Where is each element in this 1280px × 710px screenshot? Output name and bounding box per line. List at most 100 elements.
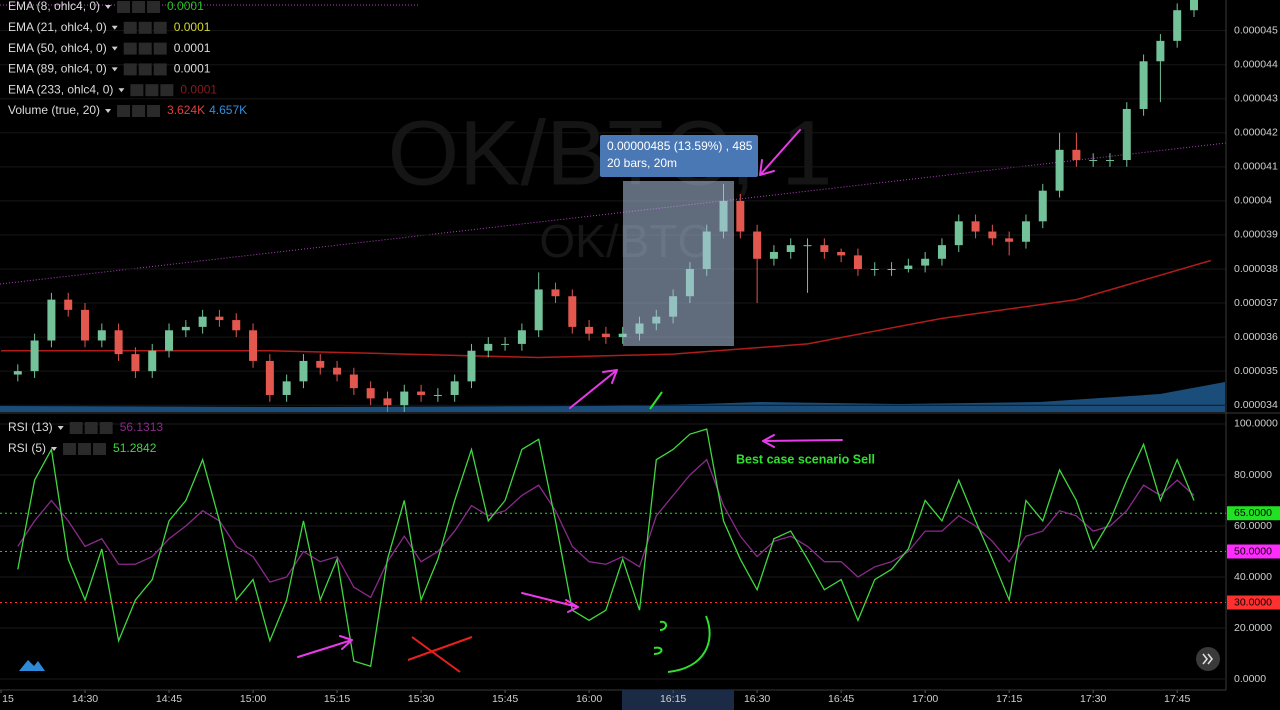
y-tick-label: 0.000043	[1234, 93, 1278, 105]
y-tick-label: 0.000042	[1234, 127, 1278, 139]
candle-body	[114, 330, 123, 355]
legend-button[interactable]	[69, 422, 83, 434]
legend-button[interactable]	[132, 105, 146, 117]
level-label: 50.0000	[1234, 545, 1272, 557]
legend-label: EMA (89, ohlc4, 0)	[8, 62, 107, 76]
legend-button[interactable]	[130, 84, 144, 97]
legend-button[interactable]	[160, 84, 174, 97]
legend-value: 4.657K	[209, 103, 247, 117]
legend-value: 0.0001	[174, 62, 211, 76]
candle-body	[148, 350, 157, 372]
legend-button[interactable]	[145, 84, 159, 97]
arrow	[569, 369, 618, 409]
legend-button[interactable]	[99, 422, 113, 434]
level-box	[1227, 506, 1280, 521]
legend-button[interactable]	[153, 42, 167, 55]
level-label: 65.0000	[1234, 507, 1272, 519]
candle-body	[1038, 190, 1047, 222]
candle-body	[232, 320, 241, 331]
volume-area	[0, 382, 1225, 412]
candle-body	[450, 381, 459, 395]
arrow	[759, 129, 801, 176]
candle-body	[383, 398, 392, 406]
x-tick-label: 17:30	[1080, 693, 1106, 705]
legend-caret	[51, 447, 58, 451]
candle-body	[198, 316, 207, 327]
candle-body	[265, 360, 274, 395]
x-tick-label: 15:45	[492, 693, 518, 705]
legend-button[interactable]	[147, 105, 161, 117]
legend-button[interactable]	[138, 42, 152, 55]
candle-body	[1005, 238, 1014, 242]
candle-body	[1021, 221, 1030, 242]
candle-body	[803, 245, 812, 247]
legend-caret	[111, 46, 118, 51]
legend-button[interactable]	[132, 1, 146, 13]
candle-body	[921, 258, 930, 266]
legend-caret	[105, 109, 112, 113]
arrow	[762, 434, 843, 448]
candle-body	[870, 268, 879, 270]
legend-caret	[105, 5, 112, 9]
candle-body	[400, 391, 409, 406]
candle-body	[316, 360, 325, 368]
legend-button[interactable]	[138, 21, 152, 34]
x-tick-label: 15:00	[240, 693, 266, 705]
candle-body	[366, 388, 375, 399]
candle-body	[131, 354, 140, 372]
candle-body	[904, 265, 913, 269]
x-tick-label: 16:15	[660, 693, 686, 705]
hand-mark	[649, 391, 663, 410]
candle-body	[97, 330, 106, 341]
candle-body	[988, 231, 997, 239]
legend-button[interactable]	[123, 63, 137, 76]
legend-button[interactable]	[123, 21, 137, 34]
legend-label: RSI (5)	[8, 441, 46, 455]
legend-value: 0.0001	[180, 82, 217, 96]
candle-body	[81, 309, 90, 341]
x-tick-label: 16:45	[828, 693, 854, 705]
candle-body	[517, 330, 526, 344]
y-tick-label: 0.000038	[1234, 263, 1278, 275]
legend-button[interactable]	[138, 63, 152, 76]
candle-body	[786, 245, 795, 252]
legend-button[interactable]	[123, 42, 137, 55]
legend-button[interactable]	[84, 422, 98, 434]
candle-body	[249, 330, 258, 361]
legend-button[interactable]	[63, 443, 77, 455]
y-tick-label: 60.0000	[1234, 520, 1272, 532]
legend-label: EMA (8, ohlc4, 0)	[8, 0, 100, 13]
legend-button[interactable]	[78, 443, 92, 455]
rsi-pane	[0, 423, 1226, 680]
legend-button[interactable]	[153, 63, 167, 76]
x-tick-label: 17:00	[912, 693, 938, 705]
y-tick-label: 0.000041	[1234, 161, 1278, 173]
legend-button[interactable]	[93, 443, 107, 455]
legend-value: 56.1313	[120, 420, 164, 434]
y-tick-label: 0.000039	[1234, 229, 1278, 241]
x-tick-label: 14:45	[156, 693, 182, 705]
legend-button[interactable]	[147, 1, 161, 13]
candle-body	[30, 340, 39, 372]
y-tick-label: 80.0000	[1234, 469, 1272, 481]
legend: EMA (8, ohlc4, 0) 0.0001 EMA (21, ohlc4, 0…	[8, 0, 247, 455]
x-tick-label: 14:30	[72, 693, 98, 705]
y-tick-label: 0.00004	[1234, 195, 1272, 207]
legend-caret	[118, 88, 125, 93]
candle-body	[618, 333, 627, 338]
candle-body	[1139, 61, 1148, 109]
legend-button[interactable]	[153, 21, 167, 34]
y-tick-label: 100.0000	[1234, 418, 1278, 430]
legend-button[interactable]	[117, 1, 131, 13]
y-tick-label: 0.000037	[1234, 297, 1278, 309]
legend-label: Volume (true, 20)	[8, 103, 100, 117]
candle-body	[534, 289, 543, 331]
candle-body	[887, 268, 896, 270]
candle-body	[1173, 10, 1182, 41]
candle-body	[501, 343, 510, 345]
legend-button[interactable]	[117, 105, 131, 117]
arrow	[521, 592, 579, 613]
candle-body	[954, 221, 963, 246]
hand-scribble	[653, 615, 711, 673]
